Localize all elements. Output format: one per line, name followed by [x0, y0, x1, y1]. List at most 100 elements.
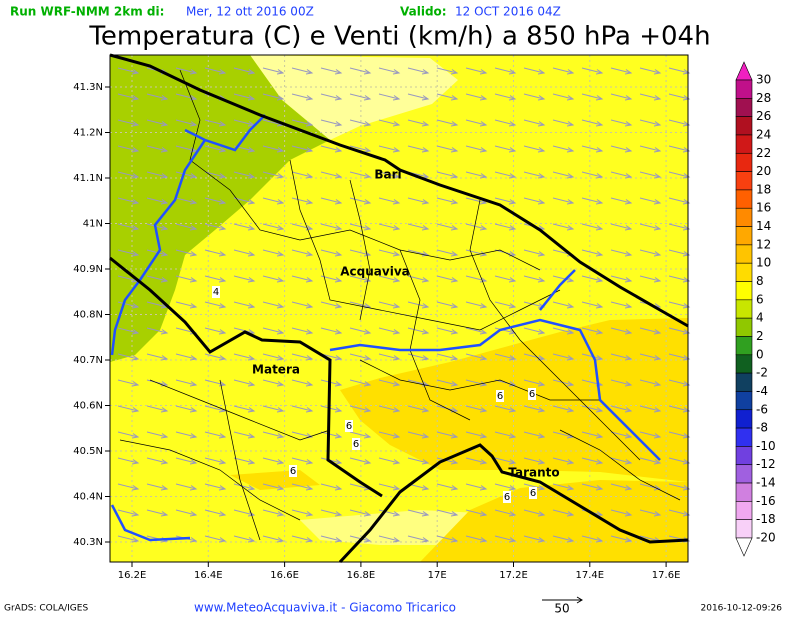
wind-arrow — [465, 145, 487, 152]
wind-arrow-head — [653, 69, 662, 75]
wind-arrow — [494, 145, 516, 152]
wind-arrow — [639, 93, 661, 100]
x-tick-label: 17.2E — [499, 570, 528, 581]
wind-arrow — [291, 379, 313, 386]
wind-arrow — [233, 535, 255, 542]
wind-arrow — [523, 431, 545, 438]
wind-arrow — [465, 197, 487, 204]
wind-arrow — [378, 301, 400, 308]
wind-arrow — [233, 171, 255, 178]
wind-arrow-head — [131, 433, 140, 439]
wind-arrow-head — [247, 69, 256, 75]
wind-arrow-head — [392, 147, 401, 153]
wind-arrow — [552, 145, 574, 152]
wind-arrow — [378, 171, 400, 178]
wind-arrow — [407, 223, 429, 230]
wind-arrow-head — [189, 511, 198, 517]
contour-label-bg — [345, 420, 353, 432]
wind-arrow-head — [508, 407, 517, 413]
wind-arrow-head — [450, 121, 459, 127]
wind-arrow — [494, 93, 516, 100]
wind-arrow — [291, 275, 313, 282]
wind-arrow — [465, 405, 487, 412]
wind-arrow — [146, 275, 168, 282]
wind-arrow-head — [392, 225, 401, 231]
colorbar-band — [735, 464, 753, 484]
wind-arrow — [378, 93, 400, 100]
wind-arrow-head — [595, 303, 604, 309]
wind-arrow — [523, 67, 545, 74]
wind-arrow — [175, 67, 197, 74]
wind-arrow-head — [276, 225, 285, 231]
wind-arrow — [349, 431, 371, 438]
wind-arrow-head — [363, 277, 372, 283]
wind-arrow-head — [421, 251, 430, 257]
wind-arrow-head — [595, 407, 604, 413]
wind-arrow-head — [479, 147, 488, 153]
wind-arrow-head — [595, 459, 604, 465]
wind-arrow — [204, 223, 226, 230]
wind-arrow — [378, 275, 400, 282]
wind-arrow-head — [624, 407, 633, 413]
wind-arrow-head — [624, 277, 633, 283]
wind-arrow — [610, 327, 632, 334]
wind-arrow-head — [218, 173, 227, 179]
wind-arrow — [523, 119, 545, 126]
wind-arrow — [117, 249, 139, 256]
colorbar-band — [735, 519, 753, 539]
wind-arrow — [175, 223, 197, 230]
wind-arrow-head — [624, 251, 633, 257]
temp-zone-4 — [110, 55, 330, 362]
wind-arrow — [610, 379, 632, 386]
contour-label: 6 — [529, 389, 535, 400]
wind-arrow-head — [682, 277, 691, 283]
wind-arrow — [407, 535, 429, 542]
wind-arrow — [610, 431, 632, 438]
x-tick-label: 16.2E — [118, 570, 147, 581]
wind-arrow-head — [305, 173, 314, 179]
wind-arrow-head — [131, 225, 140, 231]
wind-arrow — [233, 379, 255, 386]
wind-arrow-head — [566, 147, 575, 153]
wind-arrow — [581, 197, 603, 204]
colorbar-label: -6 — [756, 402, 768, 416]
wind-arrow — [494, 405, 516, 412]
wind-arrow-head — [566, 95, 575, 101]
wind-arrow — [320, 353, 342, 360]
map-frame — [109, 54, 689, 563]
wind-arrow — [581, 67, 603, 74]
wind-arrow-head — [218, 433, 227, 439]
wind-arrow-head — [508, 225, 517, 231]
wind-arrow — [581, 301, 603, 308]
wind-arrow — [523, 405, 545, 412]
wind-arrow — [523, 535, 545, 542]
wind-arrow-head — [537, 485, 546, 491]
wind-arrow-head — [247, 381, 256, 387]
wind-arrow-head — [392, 329, 401, 335]
wind-arrow-head — [566, 69, 575, 75]
wind-arrow — [465, 249, 487, 256]
wind-arrow — [610, 509, 632, 516]
valid-label: Valido: — [400, 5, 447, 19]
wind-arrow — [233, 457, 255, 464]
wind-arrow-head — [450, 147, 459, 153]
wind-arrow-head — [682, 173, 691, 179]
wind-arrow-head — [334, 511, 343, 517]
wind-arrow — [291, 327, 313, 334]
wind-arrow-head — [189, 121, 198, 127]
wind-arrow — [407, 249, 429, 256]
wind-arrow-head — [160, 251, 169, 257]
wind-arrow — [668, 353, 690, 360]
wind-arrow-head — [160, 199, 169, 205]
city-label: Acquaviva — [340, 265, 410, 279]
wind-arrow-head — [131, 173, 140, 179]
wind-arrow-head — [160, 225, 169, 231]
wind-arrow-head — [305, 537, 314, 543]
wind-arrow-head — [160, 381, 169, 387]
contour-label: 6 — [504, 492, 510, 503]
wind-arrow — [523, 457, 545, 464]
wind-arrow — [465, 353, 487, 360]
wind-arrow-head — [682, 381, 691, 387]
wind-arrow — [378, 405, 400, 412]
wind-arrow-head — [218, 199, 227, 205]
